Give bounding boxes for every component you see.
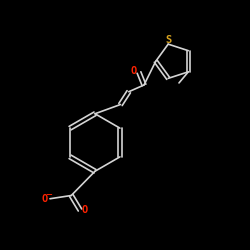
Text: O: O <box>130 66 136 76</box>
Text: O: O <box>82 205 88 215</box>
Text: S: S <box>165 35 171 45</box>
Text: −: − <box>46 190 52 199</box>
Text: O: O <box>42 194 48 204</box>
